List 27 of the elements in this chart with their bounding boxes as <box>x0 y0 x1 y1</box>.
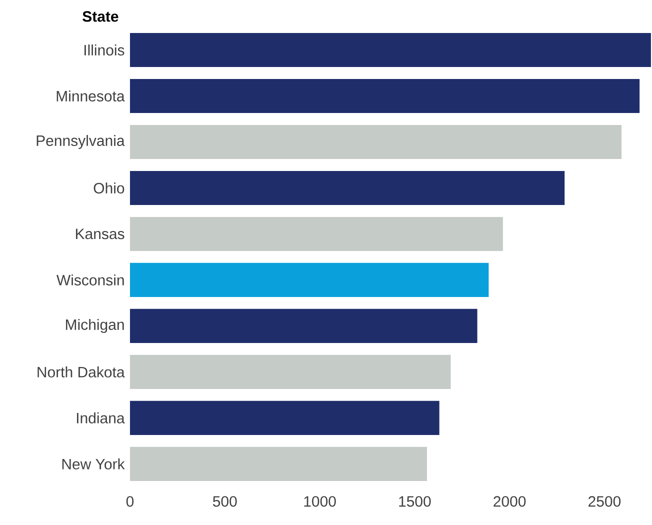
y-tick-label: Pennsylvania <box>36 135 125 150</box>
y-tick-label: New York <box>62 458 125 470</box>
x-tick-label: 1500 <box>399 496 431 507</box>
bar <box>130 400 440 435</box>
y-tick-label: Ohio <box>94 182 124 194</box>
y-tick-label: Indiana <box>76 412 125 424</box>
x-tick-label: 500 <box>212 496 237 507</box>
x-tick-label: 2000 <box>494 496 526 507</box>
y-tick-label: Wisconsin <box>56 274 124 286</box>
y-tick-label: Michigan <box>66 318 124 333</box>
y-tick-label: North Dakota <box>38 366 125 378</box>
x-tick-label: 0 <box>126 496 134 507</box>
bar <box>130 262 489 298</box>
bar <box>130 170 565 206</box>
bar <box>130 308 478 344</box>
y-axis-title: State <box>82 11 118 22</box>
y-tick-label: Minnesota <box>56 90 125 102</box>
x-tick-label: 1000 <box>304 496 336 507</box>
bar <box>130 125 622 160</box>
x-tick-label: 2500 <box>588 496 621 507</box>
bar <box>130 446 427 481</box>
bar <box>130 216 503 252</box>
bar <box>130 79 640 114</box>
bar <box>130 354 451 389</box>
bar <box>130 33 651 68</box>
y-tick-label: Kansas <box>76 228 124 240</box>
y-tick-label: Illinois <box>84 44 124 56</box>
